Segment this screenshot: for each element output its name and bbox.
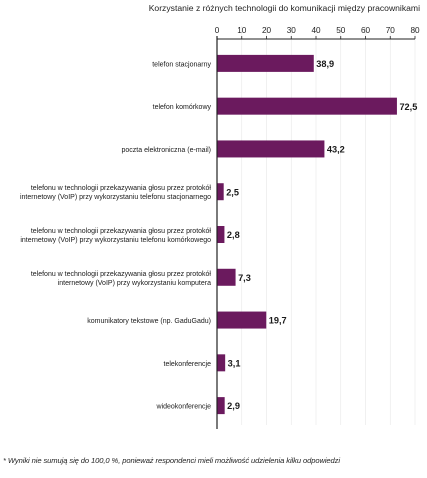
category-label-line: telekonferencje — [164, 361, 212, 368]
category-label: telefonu w technologii przekazywania gło… — [20, 228, 211, 244]
category-label: telefonu w technologii przekazywania gło… — [20, 185, 211, 201]
axes — [216, 36, 415, 429]
value-label: 2,5 — [226, 187, 239, 197]
category-label: wideokonferencje — [156, 404, 212, 411]
x-tick-label: 20 — [262, 26, 272, 35]
category-label: poczta elektroniczna (e-mail) — [122, 147, 211, 154]
category-labels: telefon stacjonarny telefon komórkowy pocz… — [20, 61, 212, 410]
bar — [217, 268, 236, 286]
category-label-line: telefonu w technologii przekazywania gło… — [31, 271, 212, 278]
bar — [217, 311, 267, 329]
x-tick-label: 50 — [336, 26, 346, 35]
category-label-line: poczta elektroniczna (e-mail) — [122, 147, 211, 154]
bar — [217, 354, 226, 372]
value-label: 3,1 — [228, 358, 241, 368]
x-tick-label: 80 — [410, 26, 420, 35]
x-tick-label: 30 — [287, 26, 297, 35]
category-label-line: telefonu w technologii przekazywania gło… — [31, 185, 212, 192]
category-label-line: internetowy (VoIP) przy wykorzystaniu te… — [20, 194, 211, 201]
category-label: telefonu w technologii przekazywania gło… — [31, 271, 212, 287]
value-label: 43,2 — [327, 145, 345, 155]
value-label: 2,8 — [227, 230, 240, 240]
value-label: 7,3 — [238, 273, 251, 283]
value-label: 72,5 — [399, 102, 417, 112]
category-label-line: telefonu w technologii przekazywania gło… — [31, 228, 212, 235]
footnote: * Wyniki nie sumują się do 100,0 %, poni… — [3, 456, 340, 465]
bar — [217, 226, 225, 243]
bar — [217, 397, 225, 415]
category-label-line: internetowy (VoIP) przy wykorzystaniu te… — [20, 237, 211, 244]
chart-title: Korzystanie z różnych technologii do kom… — [149, 3, 420, 13]
x-tick-label: 0 — [215, 26, 220, 35]
bars — [217, 54, 397, 415]
value-label: 38,9 — [316, 59, 334, 69]
value-labels: 38,9 72,5 43,2 2,5 2,8 7,3 19,7 3,1 2,9 — [226, 59, 417, 411]
bar — [217, 54, 314, 72]
x-axis-ticks: 0 10 20 30 40 50 60 70 80 — [215, 26, 420, 39]
x-tick-label: 60 — [361, 26, 371, 35]
category-label: komunikatory tekstowe (np. GaduGadu) — [87, 318, 211, 325]
x-tick-label: 40 — [311, 26, 321, 35]
x-tick-label: 10 — [237, 26, 247, 35]
grid — [241, 26, 416, 425]
category-label: telekonferencje — [164, 361, 212, 368]
category-label: telefon komórkowy — [153, 104, 212, 111]
value-label: 19,7 — [269, 316, 287, 326]
x-tick-label: 70 — [386, 26, 396, 35]
category-label-line: wideokonferencje — [156, 404, 212, 411]
category-label-line: telefon stacjonarny — [152, 61, 211, 68]
bar — [217, 140, 325, 158]
bar — [217, 183, 224, 201]
category-label: telefon stacjonarny — [152, 61, 211, 68]
value-label: 2,9 — [227, 401, 240, 411]
category-label-line: komunikatory tekstowe (np. GaduGadu) — [87, 318, 211, 325]
bar — [217, 97, 397, 115]
category-label-line: internetowy (VoIP) przy wykorzystaniu ko… — [58, 280, 211, 287]
category-label-line: telefon komórkowy — [153, 104, 212, 111]
